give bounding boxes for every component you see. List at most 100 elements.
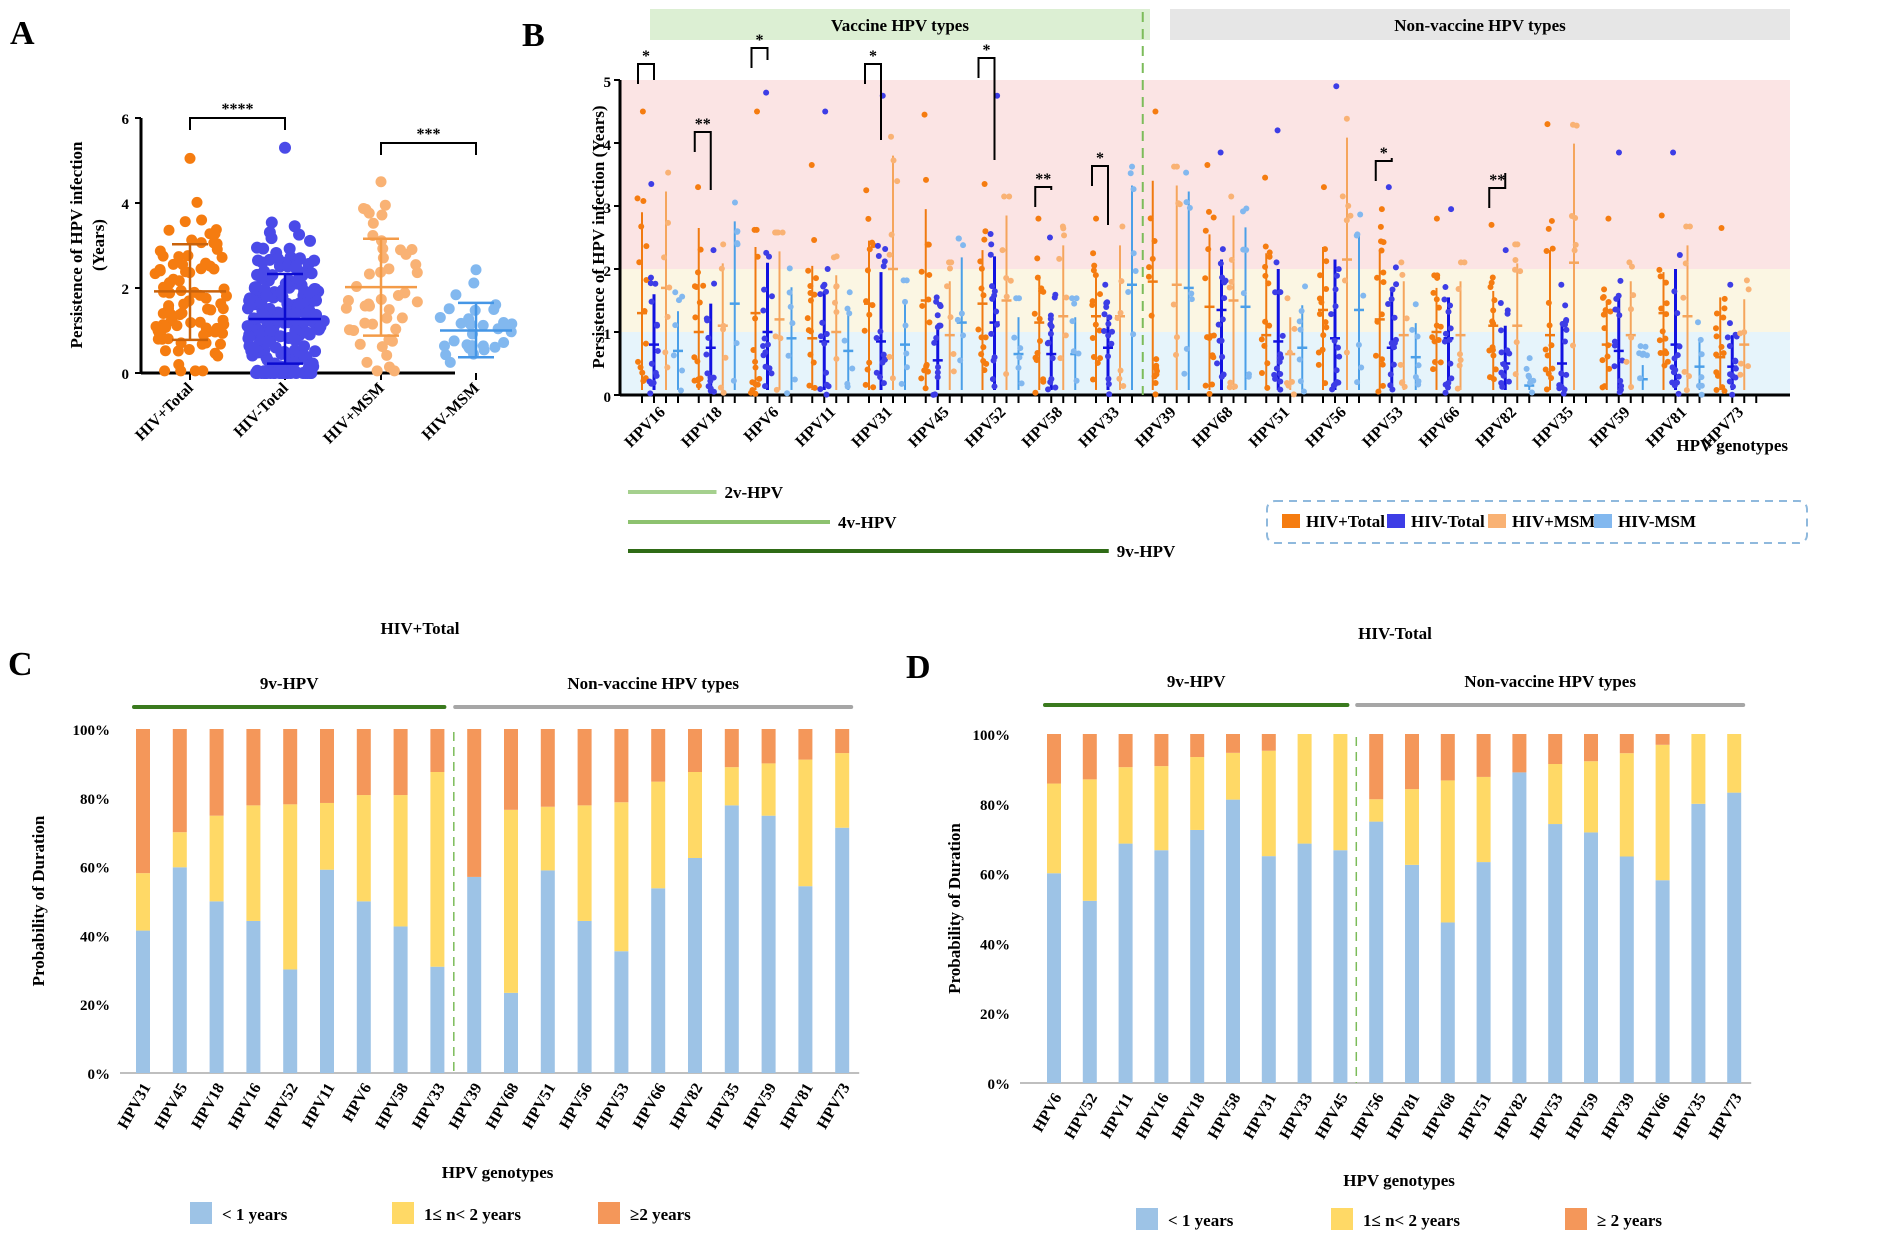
y-tick-label: 20% — [80, 998, 110, 1014]
data-point — [817, 333, 824, 340]
legend-swatch — [1565, 1208, 1587, 1230]
data-point — [635, 358, 642, 365]
data-point — [1183, 345, 1190, 352]
data-point — [720, 389, 727, 396]
data-point — [1117, 309, 1124, 316]
data-point — [1562, 302, 1569, 309]
data-point — [691, 283, 698, 290]
data-point — [888, 231, 895, 238]
y-tick-label: 40% — [980, 937, 1010, 953]
bar-segment — [1691, 803, 1706, 1083]
y-tick-label: 60% — [980, 868, 1010, 884]
y-axis-label: Probability of Duration — [29, 815, 48, 986]
data-point — [1549, 365, 1556, 372]
data-point — [864, 267, 871, 274]
data-point — [1601, 383, 1608, 390]
bar-segment — [1226, 799, 1240, 1083]
data-point — [1105, 381, 1112, 388]
data-point — [1437, 323, 1444, 330]
data-point — [1643, 352, 1650, 359]
data-point — [1125, 289, 1132, 296]
data-point — [303, 328, 316, 341]
data-point — [805, 327, 812, 334]
data-point — [377, 252, 389, 264]
data-point — [886, 251, 893, 258]
data-point — [200, 257, 212, 269]
data-point — [1726, 378, 1733, 385]
data-point — [1558, 384, 1565, 391]
data-point — [1276, 358, 1283, 365]
data-point — [363, 300, 375, 312]
data-point — [1442, 284, 1449, 291]
data-point — [752, 315, 759, 322]
data-point — [1116, 375, 1123, 382]
data-point — [1414, 333, 1421, 340]
data-point — [183, 343, 195, 355]
data-point — [1489, 274, 1496, 281]
data-point — [957, 357, 964, 364]
data-point — [465, 318, 477, 330]
data-point — [1063, 294, 1070, 301]
data-point — [209, 228, 221, 240]
data-point — [1713, 333, 1720, 340]
data-point — [1403, 315, 1410, 322]
data-point — [1262, 174, 1269, 181]
bar-segment — [209, 815, 224, 902]
data-point — [1513, 339, 1520, 346]
data-point — [760, 307, 767, 314]
data-point — [926, 271, 933, 278]
data-point — [804, 315, 811, 322]
bar-segment — [1082, 900, 1097, 1083]
data-point — [1219, 274, 1226, 281]
group-header-bg — [650, 9, 1150, 40]
x-tick-label: HIV-MSM — [419, 380, 483, 444]
data-point — [171, 320, 183, 332]
data-point — [1615, 292, 1622, 299]
data-point — [1105, 375, 1112, 382]
data-point — [198, 329, 210, 341]
bar-segment — [136, 930, 150, 1073]
data-point — [898, 380, 905, 387]
significance-label: * — [869, 48, 877, 65]
data-point — [1662, 348, 1669, 355]
data-point — [1205, 208, 1212, 215]
data-point — [1130, 186, 1137, 193]
data-point — [1542, 346, 1549, 353]
data-point — [1671, 382, 1678, 389]
y-axis-label: Persistence of HPV infection (Years) — [589, 105, 608, 368]
data-point — [1045, 386, 1052, 393]
bar-segment — [1655, 734, 1670, 745]
data-point — [1147, 215, 1154, 222]
data-point — [308, 254, 321, 267]
data-point — [806, 382, 813, 389]
bar-segment — [1512, 772, 1527, 1083]
x-tick-label: HPV68 — [483, 1081, 523, 1133]
data-point — [862, 381, 869, 388]
data-point — [1544, 352, 1551, 359]
data-point — [278, 367, 291, 379]
data-point — [1697, 336, 1704, 343]
data-point — [817, 291, 824, 298]
data-point — [304, 234, 317, 247]
data-point — [784, 390, 791, 397]
data-point — [1572, 241, 1579, 248]
data-point — [753, 226, 760, 233]
data-point — [1490, 320, 1497, 327]
data-point — [695, 377, 702, 384]
data-point — [383, 263, 395, 275]
bar-segment — [614, 729, 629, 803]
bar-segment — [1369, 821, 1384, 1083]
data-point — [173, 251, 185, 263]
y-tick-label: 100% — [73, 723, 111, 739]
legend-box — [1266, 500, 1808, 544]
data-point — [1392, 264, 1399, 271]
data-point — [990, 357, 997, 364]
data-point — [1502, 247, 1509, 254]
legend-label: ≥2 years — [630, 1205, 691, 1224]
data-point — [1018, 380, 1025, 387]
legend-label: < 1 years — [1168, 1211, 1234, 1230]
data-point — [654, 347, 661, 354]
data-point — [216, 251, 228, 263]
bar-segment — [724, 767, 739, 806]
data-point — [1512, 371, 1519, 378]
